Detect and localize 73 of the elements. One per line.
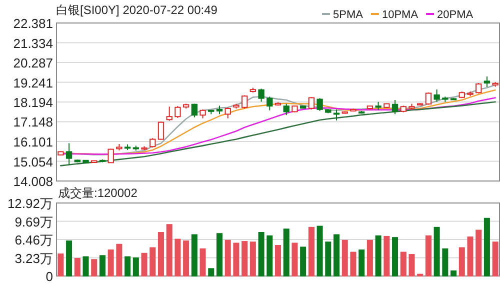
y-tick-label: 3.23万 — [14, 250, 53, 266]
bar — [375, 235, 382, 276]
y-tick-label: 6.46万 — [14, 232, 53, 248]
bar — [442, 248, 448, 276]
bar — [250, 242, 256, 276]
bar — [216, 233, 222, 276]
y-tick-label: 20.287 — [13, 56, 53, 71]
bar — [74, 258, 80, 276]
bar — [108, 250, 114, 276]
y-tick-label: 18.194 — [13, 95, 53, 110]
bar — [458, 247, 465, 276]
y-tick-label: 14.008 — [13, 174, 53, 189]
bar — [300, 246, 306, 276]
bar — [316, 226, 323, 276]
bar — [124, 256, 131, 276]
bar — [384, 236, 390, 276]
bar — [166, 224, 172, 276]
bar — [450, 270, 457, 276]
y-tick-label: 15.054 — [13, 154, 53, 170]
y-tick-label: 16.101 — [13, 134, 53, 150]
bar — [208, 268, 214, 276]
y-tick-label: 9.69万 — [14, 214, 53, 230]
bar — [476, 230, 482, 276]
legend-label: 20PMA — [437, 9, 474, 21]
bar — [492, 242, 498, 276]
y-tick-label: 17.148 — [13, 114, 53, 130]
bar — [274, 244, 282, 276]
bar — [425, 235, 432, 276]
bar — [141, 252, 148, 276]
bar — [325, 242, 332, 276]
bar — [91, 259, 98, 276]
bar — [174, 238, 181, 276]
bar — [82, 256, 89, 276]
bar — [342, 240, 348, 276]
bar — [200, 248, 206, 276]
bar — [116, 244, 122, 276]
line-series — [60, 101, 496, 166]
bar — [350, 252, 356, 276]
bar — [283, 228, 290, 276]
y-tick-label: 12.92万 — [7, 196, 53, 211]
y-tick-label: 0 — [46, 269, 53, 284]
bar — [242, 241, 248, 276]
bar — [258, 232, 264, 276]
legend-label: 5PMA — [333, 9, 364, 21]
text: 成交量:120002 — [58, 186, 138, 200]
bar — [150, 247, 156, 276]
y-tick-label: 22.381 — [13, 16, 53, 31]
bar — [366, 240, 373, 276]
bar — [233, 242, 240, 276]
bar — [358, 250, 365, 276]
chart-title: 白银[SI00Y] 2020-07-22 00:49 — [56, 3, 218, 17]
bar — [467, 236, 474, 276]
bar — [308, 226, 314, 276]
bar — [191, 234, 198, 276]
bar — [334, 234, 340, 276]
bar — [99, 255, 106, 276]
bar — [132, 257, 139, 276]
candlestick — [66, 142, 72, 166]
bar — [392, 237, 398, 276]
legend-label: 10PMA — [382, 9, 419, 21]
bar — [292, 242, 298, 276]
bar — [408, 254, 415, 276]
bar — [434, 226, 440, 276]
bar — [266, 235, 273, 276]
bar — [58, 253, 64, 276]
y-tick-label: 19.241 — [13, 75, 53, 90]
y-tick-label: 21.334 — [13, 36, 53, 51]
bar — [224, 240, 231, 276]
bar — [183, 240, 190, 276]
bar — [66, 240, 72, 276]
bar — [400, 252, 406, 276]
bar — [158, 232, 164, 276]
bar — [484, 218, 490, 276]
